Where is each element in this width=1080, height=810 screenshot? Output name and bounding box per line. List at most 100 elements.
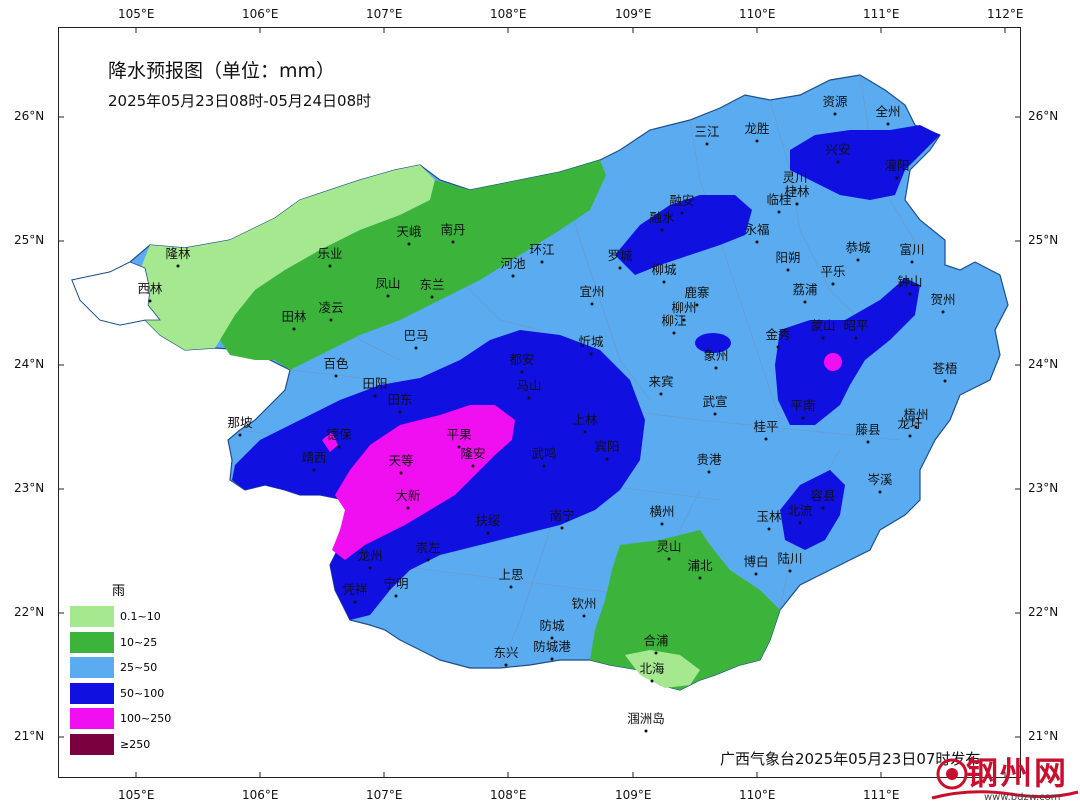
city-label: 苍梧 xyxy=(932,361,958,376)
city-label: 北流 xyxy=(787,503,813,518)
city-label: 来宾 xyxy=(648,374,674,389)
city-label: 南宁 xyxy=(549,508,575,523)
city-label: 昭平 xyxy=(843,318,869,333)
city-label: 百色 xyxy=(323,356,349,371)
lon-label: 108°E xyxy=(490,788,527,802)
rain-zone-torrential-mengshan xyxy=(824,353,842,371)
city-label: 上思 xyxy=(498,567,524,582)
city-marker xyxy=(836,160,840,164)
legend-label: 0.1~10 xyxy=(120,610,161,623)
rain-zone-heavy-rongxian xyxy=(780,470,845,550)
city-marker xyxy=(941,310,945,314)
city-label: 柳城 xyxy=(651,262,677,277)
city-label: 恭城 xyxy=(845,240,871,255)
city-marker xyxy=(831,282,835,286)
city-label: 资源 xyxy=(822,94,848,109)
city-marker xyxy=(583,430,587,434)
lat-label: 21°N xyxy=(1028,729,1059,743)
city-label: 桂林 xyxy=(784,184,810,199)
city-marker xyxy=(394,594,398,598)
legend-label: 100~250 xyxy=(120,712,172,725)
city-label: 钦州 xyxy=(571,596,597,611)
city-label: 宾阳 xyxy=(594,439,620,454)
city-marker xyxy=(457,445,461,449)
city-marker xyxy=(821,336,825,340)
city-label: 巴马 xyxy=(403,328,429,343)
city-marker xyxy=(650,679,654,683)
lat-label: 23°N xyxy=(14,481,45,495)
city-marker xyxy=(776,345,780,349)
lat-label: 25°N xyxy=(1028,233,1059,247)
city-marker xyxy=(312,468,316,472)
lon-label: 107°E xyxy=(366,7,403,21)
rain-zone-light xyxy=(125,165,435,350)
city-marker xyxy=(682,318,686,322)
rain-zone-torrential-small xyxy=(322,432,338,452)
legend-item: 10~25 xyxy=(70,631,171,654)
legend-swatch xyxy=(70,631,114,653)
city-label: 罗城 xyxy=(607,248,633,263)
lat-label: 23°N xyxy=(1028,481,1059,495)
city-marker xyxy=(368,566,372,570)
city-marker xyxy=(329,318,333,322)
lon-label: 110°E xyxy=(739,788,776,802)
city-label: 全州 xyxy=(875,104,901,119)
lat-label: 25°N xyxy=(14,233,45,247)
lon-label: 109°E xyxy=(615,7,652,21)
rain-zone-heavy-xiangzhou xyxy=(695,333,731,353)
city-label: 柳江 xyxy=(661,313,687,328)
city-marker xyxy=(406,506,410,510)
city-label: 大新 xyxy=(395,488,421,503)
city-marker xyxy=(755,240,759,244)
city-label: 防城港 xyxy=(533,639,571,654)
city-marker xyxy=(866,440,870,444)
city-marker xyxy=(943,379,947,383)
city-marker xyxy=(605,457,609,461)
city-marker xyxy=(698,576,702,580)
city-label: 鹿寨 xyxy=(684,285,710,300)
map-title: 降水预报图（单位：mm） xyxy=(108,60,336,82)
axis-ticks xyxy=(58,27,1021,778)
issuer-footer: 广西气象台2025年05月23日07时发布 xyxy=(720,750,981,768)
city-label: 宁明 xyxy=(383,576,409,591)
city-label: 横州 xyxy=(649,504,675,519)
city-marker xyxy=(803,300,807,304)
legend-item: 50~100 xyxy=(70,682,171,705)
rain-zone-heavy-rongan xyxy=(615,195,752,275)
rain-zone-torrential xyxy=(332,405,515,560)
city-label: 田东 xyxy=(387,392,413,407)
legend-swatch xyxy=(70,682,114,704)
legend-item: 25~50 xyxy=(70,656,171,679)
watermark-url: www.bdzw.com xyxy=(984,792,1061,803)
city-marker xyxy=(667,557,671,561)
city-label: 河池 xyxy=(500,256,526,271)
city-marker xyxy=(886,122,890,126)
city-marker xyxy=(504,663,508,667)
city-label: 武宣 xyxy=(702,394,728,409)
city-marker xyxy=(854,336,858,340)
city-label: 龙州 xyxy=(357,548,383,563)
city-marker xyxy=(373,394,377,398)
city-marker xyxy=(654,651,658,655)
legend-item: 0.1~10 xyxy=(70,605,171,628)
city-label: 阳朔 xyxy=(775,250,801,265)
city-label: 武鸣 xyxy=(531,446,557,461)
legend-item: 100~250 xyxy=(70,707,171,730)
city-marker xyxy=(705,142,709,146)
city-marker xyxy=(589,352,593,356)
lat-label: 21°N xyxy=(14,729,45,743)
lon-label: 111°E xyxy=(863,7,900,21)
city-label: 灵山 xyxy=(656,539,682,554)
city-label: 平南 xyxy=(790,398,816,413)
rain-zone-moderate-south xyxy=(590,530,780,690)
city-marker xyxy=(788,569,792,573)
city-marker xyxy=(777,210,781,214)
city-marker xyxy=(786,268,790,272)
city-marker xyxy=(337,445,341,449)
city-label: 东兴 xyxy=(493,645,519,660)
city-marker xyxy=(695,303,699,307)
city-marker xyxy=(672,331,676,335)
city-label: 扶绥 xyxy=(475,513,501,528)
city-label: 富川 xyxy=(899,242,925,257)
